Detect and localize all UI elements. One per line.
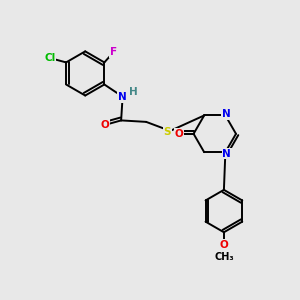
Text: H: H	[129, 87, 138, 98]
Text: F: F	[110, 47, 117, 57]
Text: N: N	[222, 109, 230, 119]
Text: O: O	[100, 120, 109, 130]
Text: CH₃: CH₃	[214, 252, 234, 262]
Text: N: N	[118, 92, 127, 102]
Text: N: N	[223, 148, 231, 159]
Text: O: O	[175, 129, 183, 139]
Text: O: O	[220, 240, 228, 250]
Text: S: S	[164, 127, 171, 137]
Text: Cl: Cl	[44, 53, 56, 63]
